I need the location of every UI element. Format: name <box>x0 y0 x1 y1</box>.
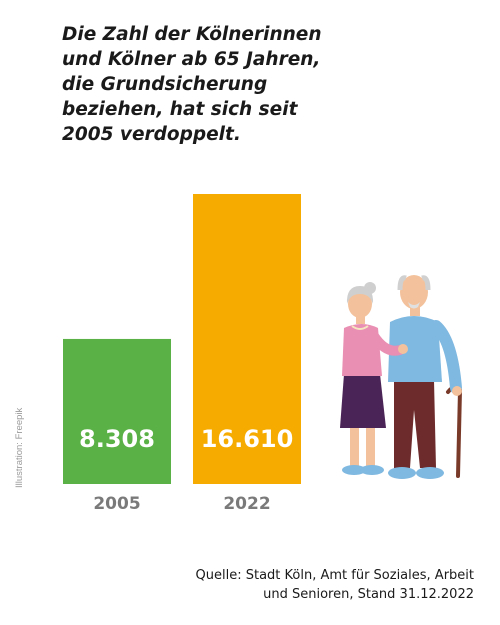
value-label-2005: 8.308 <box>79 425 155 453</box>
source-line-2: und Senioren, Stand 31.12.2022 <box>263 587 474 602</box>
bars-group <box>63 194 301 484</box>
bar-2005 <box>63 338 171 484</box>
source-line-1: Quelle: Stadt Köln, Amt für Soziales, Ar… <box>195 568 474 583</box>
source-note: Quelle: Stadt Köln, Amt für Soziales, Ar… <box>154 566 474 604</box>
elderly-couple-illustration <box>340 275 463 479</box>
value-label-2022: 16.610 <box>201 425 294 453</box>
category-label-2022: 2022 <box>223 494 270 514</box>
labels-group: 8.308 2005 16.610 2022 <box>79 425 293 514</box>
category-label-2005: 2005 <box>93 494 140 514</box>
bar-2022 <box>193 194 301 484</box>
headline: Die Zahl der Kölnerinnen und Kölner ab 6… <box>62 24 322 145</box>
